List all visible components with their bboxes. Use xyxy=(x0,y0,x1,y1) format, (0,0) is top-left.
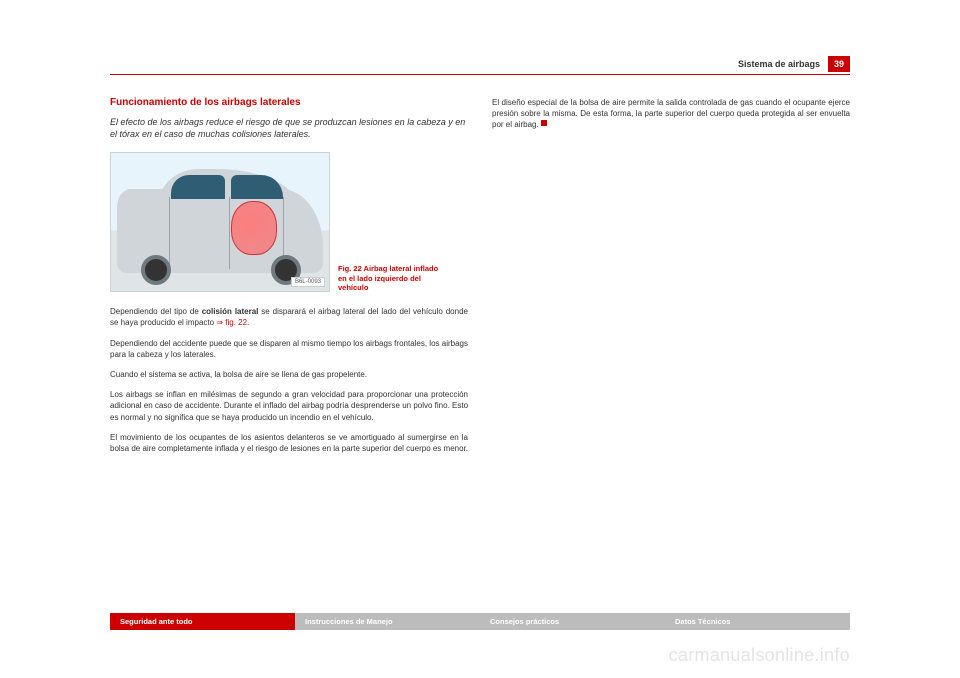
car-window-front xyxy=(231,175,283,199)
watermark: carmanualsonline.info xyxy=(669,645,850,666)
left-column: Funcionamiento de los airbags laterales … xyxy=(110,97,468,463)
right-column: El diseño especial de la bolsa de aire p… xyxy=(492,97,850,463)
section-title: Sistema de airbags xyxy=(738,59,820,69)
header-rule xyxy=(110,74,850,75)
door-line xyxy=(169,197,170,269)
tab-consejos: Consejos prácticos xyxy=(480,613,665,630)
page: Sistema de airbags 39 Funcionamiento de … xyxy=(0,0,960,678)
figure-22: B6L-0093 xyxy=(110,152,330,292)
paragraph: Dependiendo del tipo de colisión lateral… xyxy=(110,306,468,328)
figure-ref: ⇒ fig. 22 xyxy=(216,318,247,327)
figure-id: B6L-0093 xyxy=(291,277,325,287)
tab-seguridad: Seguridad ante todo xyxy=(110,613,295,630)
lead-text: El efecto de los airbags reduce el riesg… xyxy=(110,116,468,140)
paragraph: El diseño especial de la bolsa de aire p… xyxy=(492,97,850,131)
car-wheel-rear xyxy=(141,255,171,285)
text-bold: colisión lateral xyxy=(202,307,259,316)
paragraph: Cuando el sistema se activa, la bolsa de… xyxy=(110,369,468,380)
text: Dependiendo del tipo de xyxy=(110,307,202,316)
tab-datos: Datos Técnicos xyxy=(665,613,850,630)
airbag-icon xyxy=(231,201,277,255)
paragraph: Dependiendo del accidente puede que se d… xyxy=(110,338,468,360)
page-header: Sistema de airbags 39 xyxy=(110,56,850,72)
tab-instrucciones: Instrucciones de Manejo xyxy=(295,613,480,630)
text: . xyxy=(247,318,249,327)
figure-caption: Fig. 22 Airbag lateral inflado en el lad… xyxy=(338,264,448,292)
paragraph: Los airbags se inflan en milésimas de se… xyxy=(110,389,468,423)
page-number: 39 xyxy=(828,56,850,72)
subheading: Funcionamiento de los airbags laterales xyxy=(110,97,468,108)
car-window-rear xyxy=(171,175,225,199)
footer-tabs: Seguridad ante todo Instrucciones de Man… xyxy=(110,613,850,630)
end-square-icon xyxy=(541,120,547,126)
content-columns: Funcionamiento de los airbags laterales … xyxy=(110,97,850,463)
door-line xyxy=(229,197,230,269)
figure-wrap: B6L-0093 Fig. 22 Airbag lateral inflado … xyxy=(110,152,468,292)
paragraph: El movimiento de los ocupantes de los as… xyxy=(110,432,468,454)
